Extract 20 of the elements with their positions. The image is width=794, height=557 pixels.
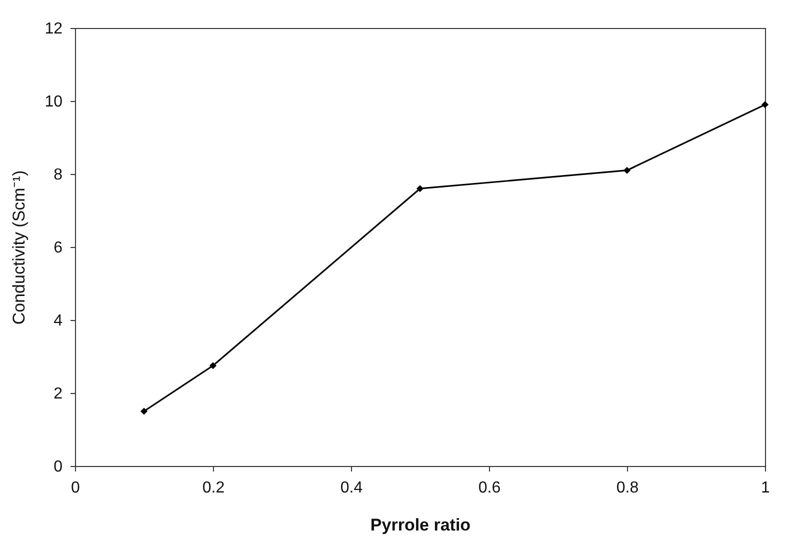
x-tick-label: 0.6: [478, 480, 501, 496]
x-tick-label: 1: [761, 480, 770, 496]
x-tick-label: 0: [71, 480, 80, 496]
x-tick-label: 0.2: [202, 480, 225, 496]
x-axis-title: Pyrrole ratio: [370, 516, 471, 534]
y-tick-label: 6: [54, 240, 63, 256]
point: [761, 101, 769, 108]
y-tick-label: 12: [44, 20, 63, 38]
point: [209, 362, 217, 370]
x-tick-label: 0.4: [340, 480, 363, 496]
point: [416, 185, 424, 192]
y-tick-label: 2: [54, 386, 63, 402]
y-tick-label: 10: [44, 94, 63, 110]
y-tick-label: 8: [54, 166, 63, 184]
x-tick-label: 0.8: [616, 480, 639, 496]
y-tick-label: 0: [54, 458, 63, 476]
y-tick-label: 4: [54, 312, 63, 330]
point: [140, 408, 148, 415]
y-axis-title: Conductivity (Scm⁻¹): [10, 170, 29, 325]
point: [623, 166, 631, 174]
